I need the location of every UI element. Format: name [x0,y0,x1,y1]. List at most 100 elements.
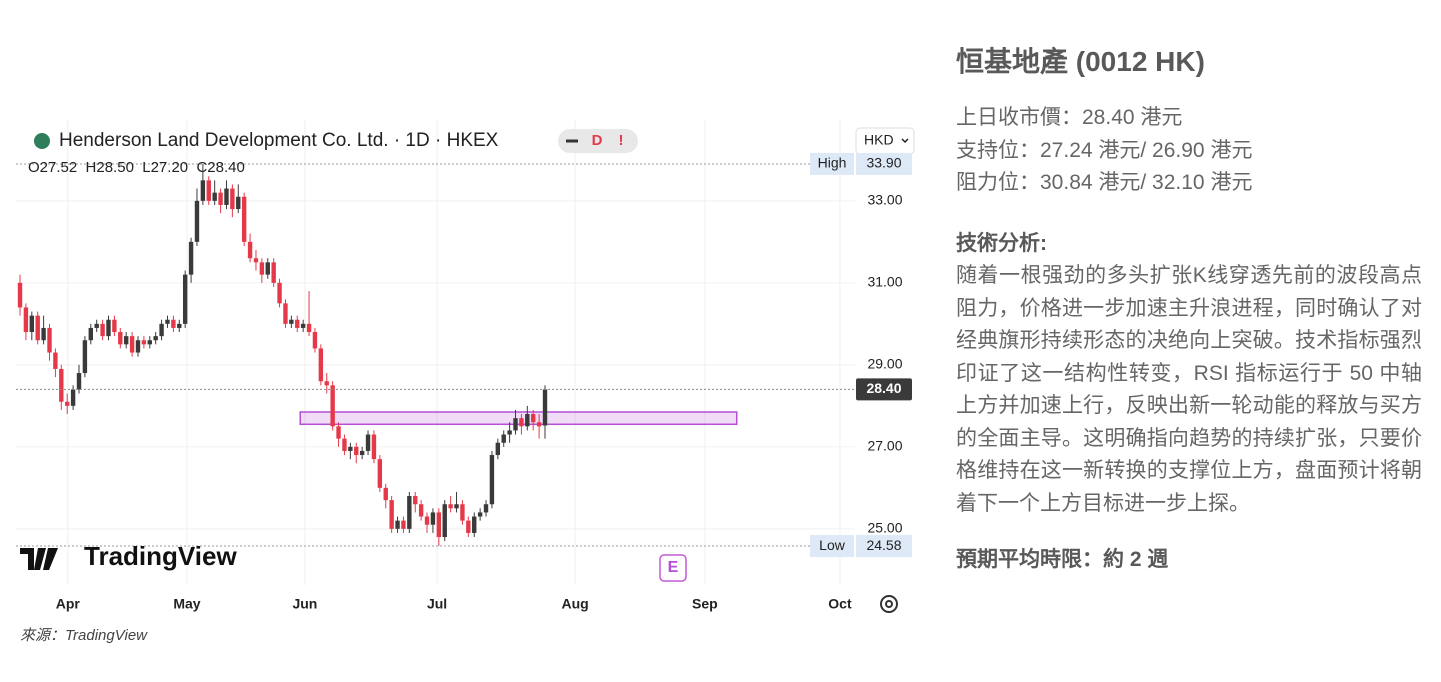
candle-body [312,332,318,349]
candle-body [383,487,388,501]
x-tick-label: Apr [56,596,81,612]
candle-body [300,323,306,328]
candle-body [354,446,359,456]
x-tick-label: May [173,596,200,612]
candle-body [330,385,335,427]
candle-body [389,500,394,529]
chart-title: Henderson Land Development Co. Ltd. · 1D… [59,130,499,151]
candle-body [295,319,300,328]
candle-body [188,241,194,275]
candle-body [407,496,412,529]
candle-body [359,450,365,456]
candle-body [448,504,453,509]
candle-body [395,520,400,529]
ohlc-legend: O27.52 H28.50 L27.20 C28.40 [28,159,245,176]
logo-text: TradingView [84,541,237,571]
candle-body [519,418,524,427]
event-icon[interactable] [659,554,687,582]
marker-value: 24.58 [866,537,901,553]
x-tick-label: Jun [292,596,317,612]
candle-body [17,282,23,308]
badge-alert: ! [619,132,624,149]
candle-body [135,340,141,353]
marker-name: Low [819,537,846,553]
candle-body [259,262,265,275]
chevron [901,138,909,144]
analysis: 随着一根强劲的多头扩张K线穿透先前的波段高点阻力，价格进一步加速主升浪进程，同时… [956,264,1422,515]
candle-body [147,340,152,345]
candle-body [501,434,506,443]
candle-body [436,512,442,538]
candle-body [377,459,383,488]
x-tick-label: Aug [561,596,588,612]
candle-body [82,340,88,374]
x-tick-label: Sep [692,596,718,612]
candle-body [460,504,465,521]
candle-body [123,336,129,345]
zone [299,411,738,426]
candle-body [495,442,501,456]
candle-body [41,327,46,341]
y-tick-label: 25.00 [867,520,902,536]
spacer [956,84,1422,102]
candle-body [466,520,471,533]
candle-body [230,188,235,210]
article-title: 恒基地產 (0012 HK) [956,46,1205,77]
candle-body [336,426,341,439]
candle-body [271,262,276,283]
candle-body [129,336,135,353]
candle-body [177,323,182,328]
candle-body [141,340,147,345]
candle-body [112,319,117,333]
candle-body [35,315,40,341]
candle-body [88,327,93,341]
event-label[interactable]: E [668,559,679,576]
badge-d: D [592,132,603,149]
y-tick-label: 27.00 [867,438,902,454]
candle-body [182,274,188,324]
candle-body [265,262,270,275]
candle-body [442,504,447,538]
candle-body [29,315,35,333]
candle-body [206,180,211,201]
candle-body [118,332,123,345]
candle-body [348,446,353,451]
candle-body [218,192,223,205]
candle-body [159,323,164,337]
level: 支持位：27.24 港元/ 26.90 港元 [956,138,1253,162]
last-price-label: 28.40 [866,380,901,396]
y-tick-label: 29.00 [867,356,902,372]
candle-body [283,303,288,324]
candle-body [430,512,436,525]
candle-body [253,258,259,263]
candle-body [454,504,459,509]
candle-body [212,192,217,201]
level: 上日收市價：28.40 港元 [956,106,1183,129]
settings-icon[interactable] [880,595,898,613]
candle-body [47,327,52,353]
level: 阻力位：30.84 港元/ 32.10 港元 [956,171,1253,194]
chart-bg [16,120,916,625]
article: 恒基地產 (0012 HK) 上日收市價：28.40 港元 支持位：27.24 … [956,40,1422,576]
candle-body [241,196,247,242]
symbol-icon [34,133,50,149]
horizon: 預期平均時限：約 2 週 [956,548,1169,571]
candle-body [70,389,76,406]
marker-name-box [810,152,854,175]
candle-body [65,401,70,406]
marker-value-box [856,535,912,558]
currency[interactable]: HKD [864,132,894,148]
logo-mark [20,548,58,570]
x-tick-label: Jul [427,596,447,612]
plot [16,120,855,585]
candle-body [513,418,518,431]
candle-body [424,516,430,525]
candle-body [342,438,347,451]
candle-body [106,319,111,337]
candle-body [59,368,64,402]
marker-value-box [856,152,912,175]
candle-body [306,323,312,333]
candle-body [236,196,241,210]
candle-body [542,389,548,426]
